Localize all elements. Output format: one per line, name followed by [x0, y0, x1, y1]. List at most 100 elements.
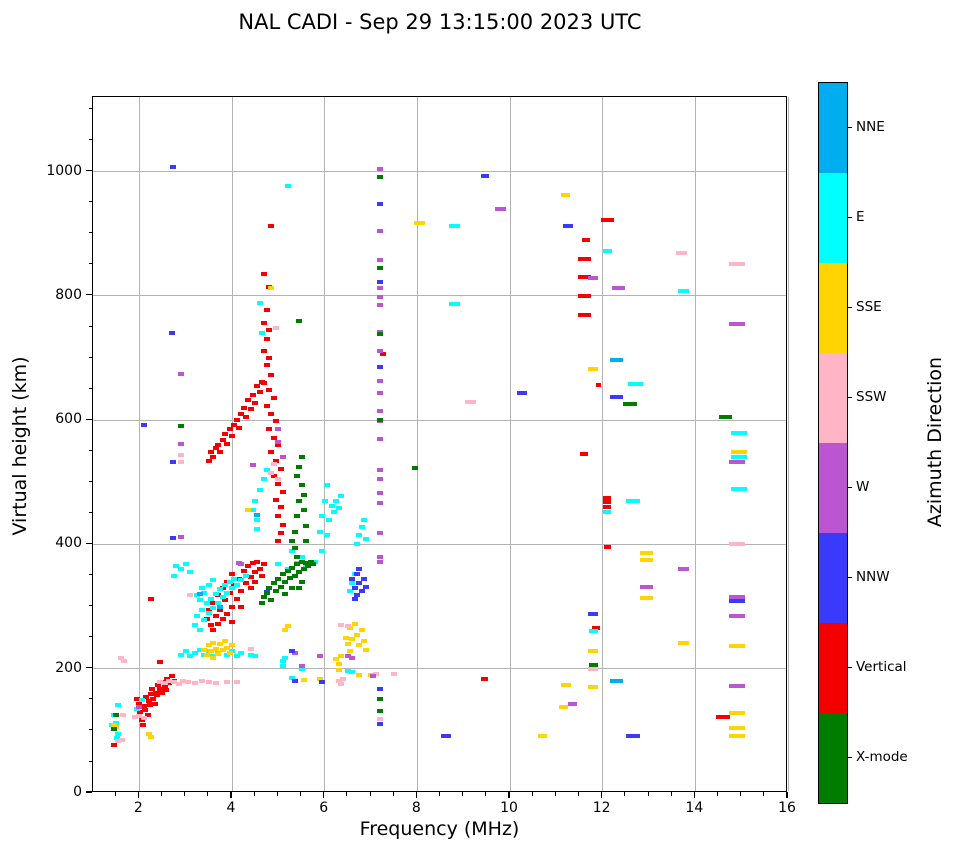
data-point-E [224, 653, 231, 658]
data-point-NNW [169, 535, 176, 540]
data-point-NNW [168, 331, 175, 336]
data-point-Vertical [231, 423, 238, 428]
data-point-SSE [337, 654, 344, 659]
data-point-E [252, 498, 259, 503]
data-point-Vertical [168, 673, 175, 678]
data-point-SSE [729, 734, 746, 739]
data-point-Vertical [270, 474, 277, 479]
data-point-X-mode [289, 566, 296, 571]
data-point-Vertical [577, 312, 591, 317]
data-point-NNW [441, 734, 452, 739]
data-point-SSW [233, 680, 240, 685]
data-point-SSW [372, 671, 379, 676]
data-point-SSE [245, 508, 252, 513]
data-point-NNW [140, 423, 147, 428]
data-point-Vertical [110, 742, 117, 747]
data-point-Vertical [266, 427, 273, 432]
data-point-W [238, 562, 245, 567]
data-point-SSW [187, 593, 194, 598]
data-point-Vertical [256, 390, 263, 395]
data-point-E [335, 506, 342, 511]
data-point-E [625, 498, 640, 503]
data-point-X-mode [286, 575, 293, 580]
data-point-W [377, 286, 384, 291]
data-point-X-mode [261, 595, 268, 600]
data-point-Vertical [591, 626, 600, 631]
data-point-E [242, 573, 249, 578]
data-point-E [187, 654, 194, 659]
gridline-x-14 [694, 97, 696, 791]
data-point-Vertical [254, 383, 261, 388]
colorbar-label-SSE: SSE [856, 299, 882, 315]
data-point-Vertical [147, 692, 154, 697]
data-point-X-mode [113, 713, 120, 718]
data-point-E [201, 590, 208, 595]
data-point-Vertical [158, 690, 165, 695]
data-point-E [178, 653, 185, 658]
x-minor-tick [161, 792, 162, 796]
data-point-NNW [354, 593, 361, 598]
x-minor-tick [392, 792, 394, 796]
x-minor-tick [578, 792, 579, 796]
data-point-X-mode [291, 545, 298, 550]
data-point-W [729, 595, 746, 600]
data-point-E [259, 331, 266, 336]
data-point-E [289, 676, 296, 681]
data-point-SSE [347, 649, 354, 654]
data-point-W [275, 427, 282, 432]
data-point-Vertical [273, 497, 280, 502]
data-point-E [233, 582, 240, 587]
data-point-E [448, 224, 460, 229]
data-point-W [612, 285, 626, 290]
data-point-E [205, 582, 212, 587]
data-point-Vertical [153, 693, 160, 698]
data-point-Vertical [147, 597, 154, 602]
data-point-E [356, 533, 363, 538]
data-point-W [377, 295, 384, 300]
data-point-SSW [191, 681, 198, 685]
data-point-E [363, 537, 370, 542]
colorbar-axis-label: Azimuth Direction [924, 356, 946, 528]
data-point-E [731, 430, 748, 435]
data-point-Vertical [259, 573, 266, 578]
data-point-Vertical [149, 686, 156, 691]
data-point-X-mode [377, 265, 384, 270]
data-point-E [203, 601, 210, 606]
data-point-E [191, 651, 198, 656]
x-minor-tick [647, 792, 649, 796]
y-tick-400 [86, 542, 92, 545]
data-point-E [187, 570, 194, 575]
data-point-Vertical [263, 337, 270, 342]
data-point-Vertical [603, 544, 611, 549]
x-tick-label-14: 14 [685, 800, 704, 816]
data-point-W [349, 655, 356, 660]
data-point-E [210, 578, 217, 583]
gridline-x-6 [324, 97, 326, 791]
x-minor-tick [346, 792, 348, 796]
data-point-Vertical [273, 458, 280, 463]
data-point-Vertical [252, 400, 259, 405]
data-point-Vertical [229, 433, 235, 438]
data-point-SSW [166, 679, 173, 684]
data-point-SSW [118, 738, 125, 743]
data-point-E [319, 548, 326, 553]
data-point-NNW [356, 567, 363, 572]
data-point-Vertical [229, 604, 235, 609]
data-point-Vertical [151, 701, 158, 706]
data-point-NNW [291, 679, 298, 684]
data-point-Vertical [247, 585, 254, 590]
data-point-W [178, 371, 185, 376]
data-point-E [333, 498, 340, 503]
data-point-SSW [171, 680, 178, 685]
data-point-Vertical [152, 690, 159, 695]
data-point-SSE [640, 557, 654, 562]
data-point-W [178, 441, 185, 446]
y-minor-tick [88, 605, 92, 606]
data-point-SSW [161, 681, 168, 685]
data-point-Vertical [205, 458, 212, 463]
data-point-E [115, 731, 122, 736]
data-point-NNW [363, 584, 370, 589]
data-point-E [323, 533, 330, 538]
x-tick-label-12: 12 [592, 800, 611, 816]
data-point-Vertical [208, 450, 215, 455]
